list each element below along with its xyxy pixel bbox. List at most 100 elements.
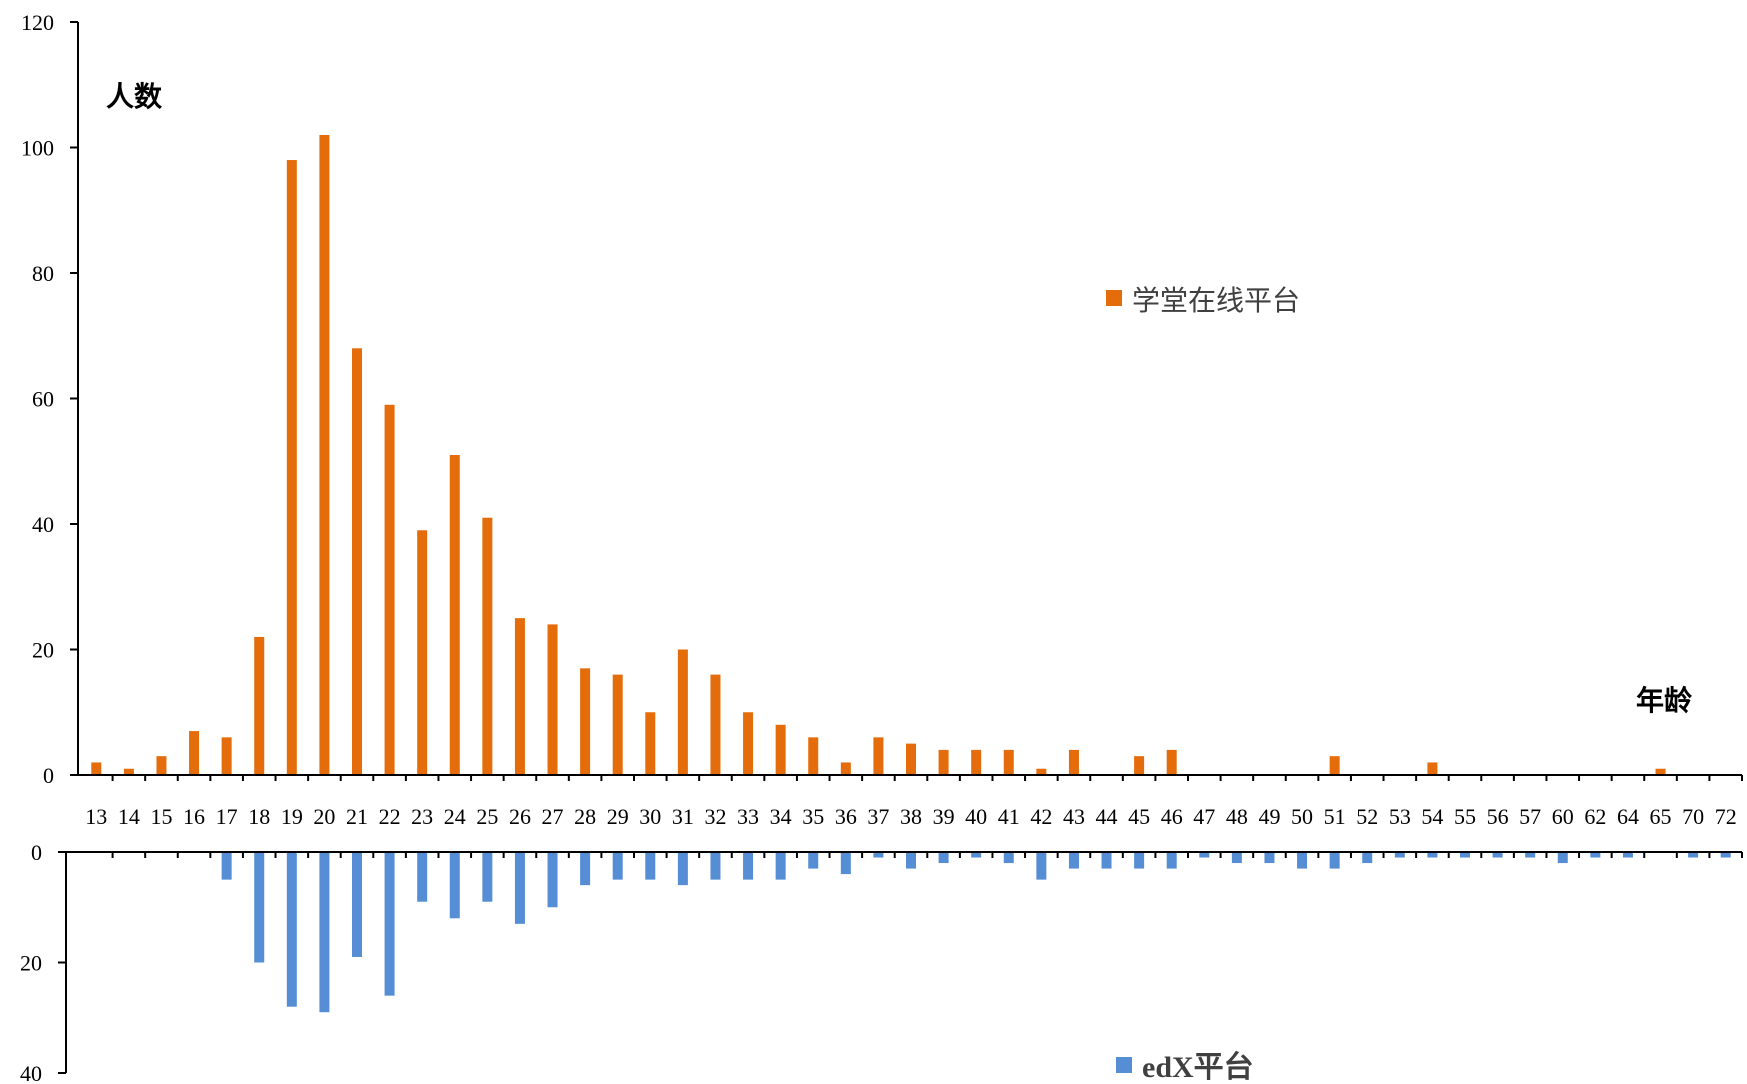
x-label-37: 37	[867, 804, 889, 829]
bar-top-36	[840, 762, 851, 775]
top-y-tick-label: 20	[32, 638, 54, 663]
x-label-55: 55	[1454, 804, 1476, 829]
bar-bottom-47	[1199, 852, 1210, 858]
bottom-y-tick-label: 20	[20, 951, 42, 976]
bar-top-21	[352, 348, 362, 775]
bar-bottom-20	[319, 852, 330, 1013]
bar-bottom-55	[1460, 852, 1470, 858]
bar-bottom-40	[971, 852, 982, 858]
bar-bottom-34	[775, 852, 786, 880]
bar-top-46	[1166, 749, 1177, 775]
x-label-57: 57	[1519, 804, 1541, 829]
bar-top-28	[580, 668, 591, 775]
bar-bottom-38	[906, 852, 916, 869]
bar-top-14	[123, 768, 134, 775]
x-label-15: 15	[150, 804, 172, 829]
x-label-65: 65	[1650, 804, 1672, 829]
x-label-42: 42	[1030, 804, 1052, 829]
bar-bottom-70	[1688, 852, 1699, 858]
x-label-24: 24	[444, 804, 466, 829]
legend-label-xuetang: 学堂在线平台	[1132, 284, 1300, 317]
bar-top-32	[710, 674, 721, 775]
top-y-axis-group: 0 20 40 60 80 100 120	[21, 10, 78, 788]
bar-top-30	[645, 712, 656, 775]
bar-bottom-24	[449, 852, 460, 919]
bar-bottom-43	[1068, 852, 1079, 869]
bar-top-19	[286, 160, 297, 776]
x-label-20: 20	[313, 804, 335, 829]
x-label-43: 43	[1063, 804, 1085, 829]
bar-top-18	[254, 636, 265, 775]
x-label-22: 22	[379, 804, 401, 829]
bar-bottom-45	[1134, 852, 1145, 869]
x-label-51: 51	[1324, 804, 1346, 829]
bar-top-29	[612, 674, 623, 775]
x-category-labels: 13 14 15 16 17 18 19 20 21 22 23 24 25 26 27 28 29 30 31 32…	[85, 775, 1743, 858]
bar-bottom-23	[417, 852, 428, 902]
bar-top-51	[1329, 756, 1340, 775]
x-axis-title: 年龄	[1636, 684, 1693, 717]
bar-bottom-46	[1166, 852, 1177, 869]
bar-top-43	[1068, 749, 1079, 775]
bar-top-39	[938, 749, 949, 775]
bar-bottom-49	[1264, 852, 1275, 864]
bottom-y-tick-label: 0	[31, 840, 42, 865]
bar-top-22	[384, 404, 395, 775]
bar-bottom-35	[808, 852, 819, 869]
x-label-34: 34	[770, 804, 792, 829]
bar-bottom-21	[352, 852, 362, 957]
bar-top-13	[91, 762, 102, 775]
bottom-y-axis-group: 0 20 40	[20, 840, 66, 1084]
bar-top-54	[1427, 762, 1438, 775]
bar-bottom-62	[1590, 852, 1601, 858]
bar-top-34	[775, 724, 786, 775]
bar-bottom-51	[1329, 852, 1340, 869]
bar-top-26	[514, 618, 525, 775]
bar-bottom-60	[1557, 852, 1568, 864]
bar-bottom-53	[1394, 852, 1405, 858]
bar-bottom-29	[612, 852, 623, 880]
bar-bottom-22	[384, 852, 395, 996]
bar-top-40	[971, 749, 982, 775]
x-label-23: 23	[411, 804, 433, 829]
bar-top-42	[1036, 768, 1047, 775]
top-y-tick-label: 80	[32, 261, 54, 286]
bar-top-20	[319, 134, 330, 775]
x-label-41: 41	[998, 804, 1020, 829]
bar-bottom-19	[286, 852, 297, 1007]
legend-label-edx: edX平台	[1142, 1050, 1254, 1084]
x-label-26: 26	[509, 804, 531, 829]
bar-bottom-17	[221, 852, 232, 880]
bar-bottom-41	[1003, 852, 1014, 864]
x-label-31: 31	[672, 804, 694, 829]
bottom-y-tick-label: 40	[20, 1061, 42, 1084]
x-label-62: 62	[1584, 804, 1606, 829]
x-label-45: 45	[1128, 804, 1150, 829]
bar-top-24	[449, 454, 460, 775]
bar-top-15	[156, 756, 167, 775]
bar-bottom-56	[1492, 852, 1503, 858]
bar-bottom-64	[1622, 852, 1633, 858]
top-series-bars	[91, 134, 1666, 776]
bar-bottom-52	[1362, 852, 1373, 864]
x-label-25: 25	[476, 804, 498, 829]
bar-top-45	[1134, 756, 1145, 775]
bottom-series-bars	[221, 852, 1731, 1013]
top-y-tick-label: 60	[32, 387, 54, 412]
top-y-tick-label: 100	[21, 136, 54, 161]
x-label-32: 32	[704, 804, 726, 829]
legend-swatch-edx	[1116, 1057, 1132, 1073]
bar-bottom-50	[1297, 852, 1308, 869]
x-label-46: 46	[1161, 804, 1183, 829]
bar-top-27	[547, 624, 558, 775]
x-label-18: 18	[248, 804, 270, 829]
x-label-56: 56	[1487, 804, 1509, 829]
top-y-tick-label: 0	[43, 763, 54, 788]
bar-bottom-18	[254, 852, 265, 963]
bar-bottom-44	[1101, 852, 1112, 869]
bar-top-25	[482, 517, 493, 775]
bar-bottom-28	[580, 852, 591, 886]
x-label-47: 47	[1193, 804, 1215, 829]
x-label-14: 14	[118, 804, 140, 829]
